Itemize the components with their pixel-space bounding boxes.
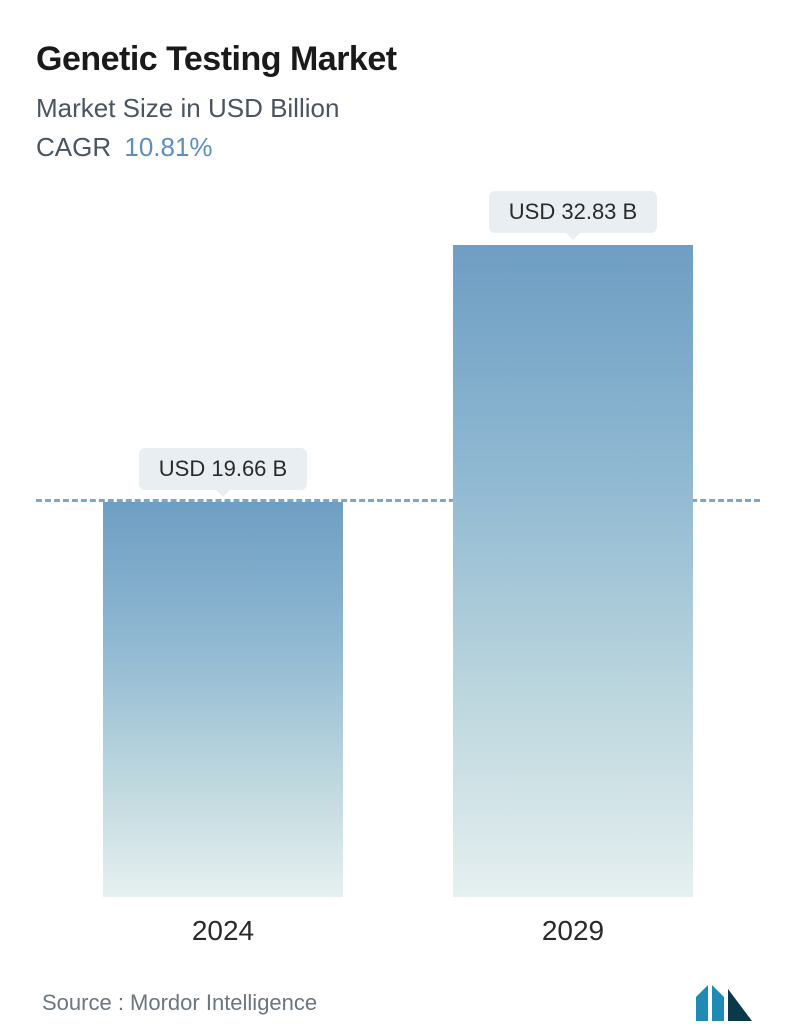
chart-container: Genetic Testing Market Market Size in US… (0, 0, 796, 1034)
source-text: Source : Mordor Intelligence (42, 990, 317, 1016)
brand-logo-icon (694, 983, 754, 1023)
cagr-label: CAGR (36, 132, 111, 162)
x-axis-labels: 2024 2029 (36, 897, 760, 947)
bar-group-1: USD 32.83 B (453, 191, 693, 897)
footer: Source : Mordor Intelligence (36, 957, 760, 1023)
bar-0 (103, 502, 343, 897)
x-label-1: 2029 (453, 915, 693, 947)
cagr-row: CAGR 10.81% (36, 132, 760, 163)
chart-title: Genetic Testing Market (36, 40, 760, 79)
bar-1 (453, 245, 693, 897)
chart-subtitle: Market Size in USD Billion (36, 93, 760, 124)
chart-plot-area: USD 19.66 B USD 32.83 B (36, 191, 760, 897)
bar-group-0: USD 19.66 B (103, 448, 343, 897)
value-badge-0: USD 19.66 B (139, 448, 307, 490)
cagr-value: 10.81% (124, 132, 212, 162)
x-label-0: 2024 (103, 915, 343, 947)
value-badge-1: USD 32.83 B (489, 191, 657, 233)
